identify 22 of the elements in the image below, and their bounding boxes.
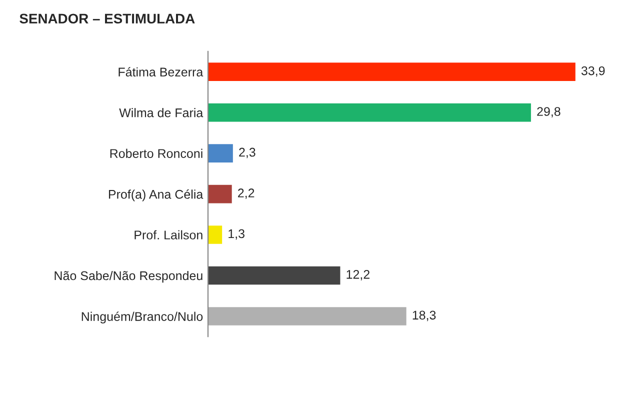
bar: [208, 62, 576, 82]
y-tick-label: Wilma de Faria: [119, 108, 204, 118]
data-label: 29,8: [537, 107, 560, 118]
y-tick-label: Prof(a) Ana Célia: [108, 189, 204, 202]
y-tick-label: Fátima Bezerra: [118, 67, 204, 76]
bar: [208, 226, 222, 244]
y-tick-label: Não Sabe/Não Respondeu: [54, 270, 202, 283]
chart-title: SENADOR – ESTIMULADA: [20, 14, 195, 24]
data-label: 2,2: [238, 188, 254, 199]
data-label: 1,3: [228, 229, 244, 240]
data-label: 12,2: [346, 270, 370, 280]
data-label: 33,9: [581, 66, 605, 77]
bar: [208, 307, 406, 326]
data-label: 18,3: [412, 310, 436, 322]
data-label: 2,3: [239, 148, 256, 158]
y-tick-label: Ninguém/Branco/Nulo: [82, 312, 203, 324]
y-tick-label: Roberto Ronconi: [110, 148, 202, 158]
bar: [208, 103, 531, 122]
bar: [208, 184, 232, 204]
y-tick-label: Prof. Lailson: [134, 230, 202, 240]
bar: [208, 266, 340, 285]
bar: [208, 144, 233, 162]
